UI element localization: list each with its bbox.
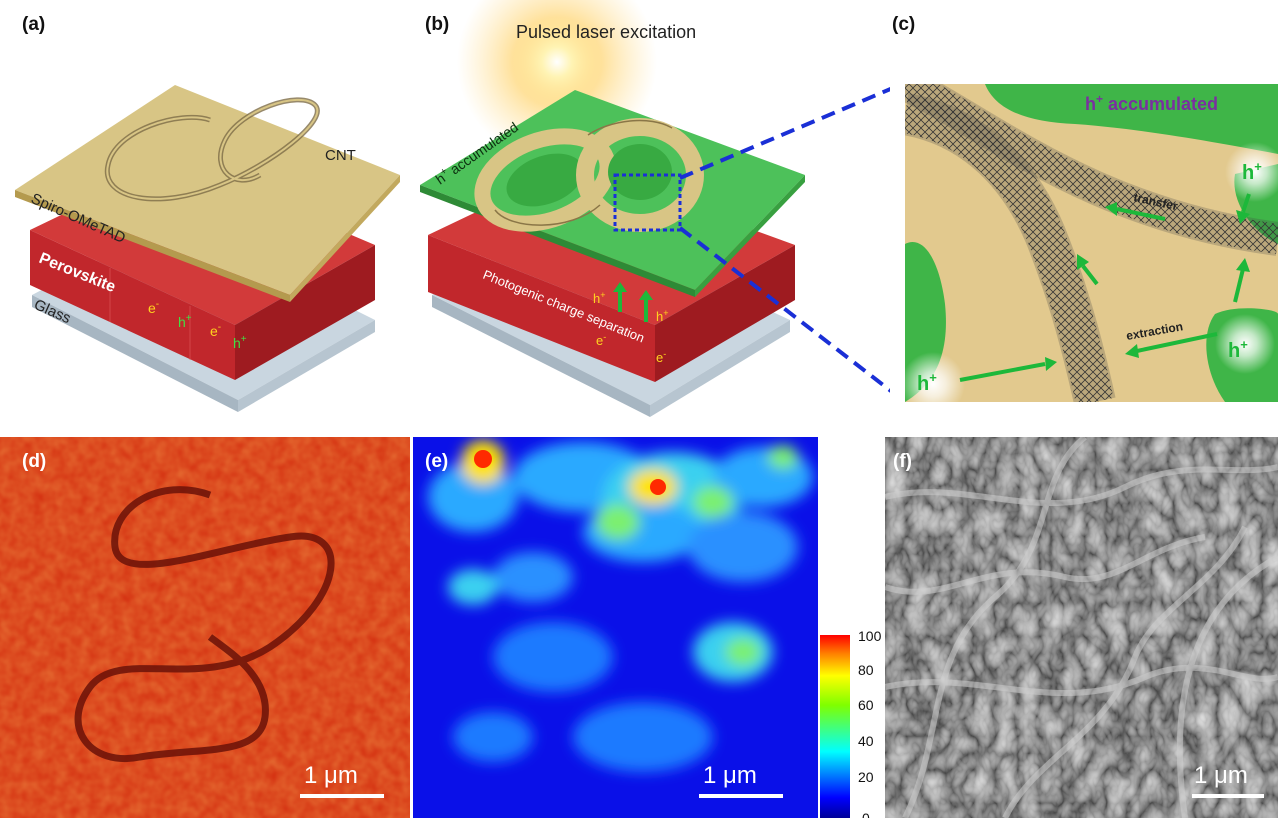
colorbar-tick-40: 40 (858, 733, 874, 749)
zoom-connector-top (679, 87, 890, 180)
hole-label-c3: h+ (917, 370, 937, 395)
transfer-arrows-c (959, 193, 1251, 382)
hole-label-c1: h+ (1242, 159, 1262, 184)
electron-label-b2: e- (656, 349, 666, 365)
hole-label-c2: h+ (1228, 337, 1248, 362)
colorbar-e: 100 80 60 40 20 0 (820, 630, 882, 818)
panel-d-image: (d) 1 μm (0, 437, 410, 818)
colorbar-tick-20: 20 (858, 769, 874, 785)
panel-label-f: (f) (893, 451, 912, 472)
scalebar-label-d: 1 μm (304, 762, 358, 789)
colorbar-tick-60: 60 (858, 697, 874, 713)
scalebar-label-f: 1 μm (1194, 762, 1248, 789)
panel-e-map: (e) 1 μm (413, 437, 818, 818)
electron-label-b1: e- (596, 332, 606, 348)
scalebar-d (300, 794, 384, 798)
panel-f-sem: (f) 1 μm (885, 437, 1278, 818)
hole-label-b1: h+ (593, 290, 606, 306)
electron-label-a2: e- (210, 322, 221, 339)
colorbar-tick-100: 100 (858, 630, 882, 644)
scalebar-f (1192, 794, 1264, 798)
hole-label-b2: h+ (656, 308, 669, 324)
panel-label-b: (b) (425, 14, 450, 35)
panel-a-schematic: CNT Spiro-OMeTAD Perovskite Glass e- h+ … (15, 85, 400, 412)
laser-title: Pulsed laser excitation (516, 22, 696, 42)
colorbar-gradient (820, 635, 850, 818)
panel-label-e: (e) (425, 451, 448, 472)
panel-label-d: (d) (22, 451, 46, 472)
colorbar-tick-80: 80 (858, 662, 874, 678)
charges-a: e- h+ e- h+ (148, 299, 247, 351)
zoom-box-b (613, 173, 682, 232)
scalebar-e (699, 794, 783, 798)
cnt-bundles-f (885, 437, 1278, 818)
panel-b-schematic: Pulsed laser excitation h+ accumulated P… (420, 0, 890, 417)
scalebar-label-e: 1 μm (703, 762, 757, 789)
panel-label-c: (c) (892, 14, 916, 35)
accumulated-pattern-b (474, 118, 704, 232)
panel-c-zoom: h+ accumulated transfer extraction h+ h+… (905, 84, 1278, 402)
cnt-trace-d (74, 486, 335, 762)
cnt-label: CNT (325, 147, 356, 164)
electron-label-a1: e- (148, 299, 159, 316)
panel-label-a: (a) (22, 14, 46, 35)
hole-label-a1: h+ (178, 313, 192, 330)
accumulated-label-c: h+ accumulated (1085, 92, 1218, 114)
hole-arrows-b (613, 282, 653, 322)
colorbar-tick-0: 0 (862, 810, 870, 818)
hole-label-a2: h+ (233, 334, 247, 351)
zoom-connector-bottom (678, 226, 890, 393)
